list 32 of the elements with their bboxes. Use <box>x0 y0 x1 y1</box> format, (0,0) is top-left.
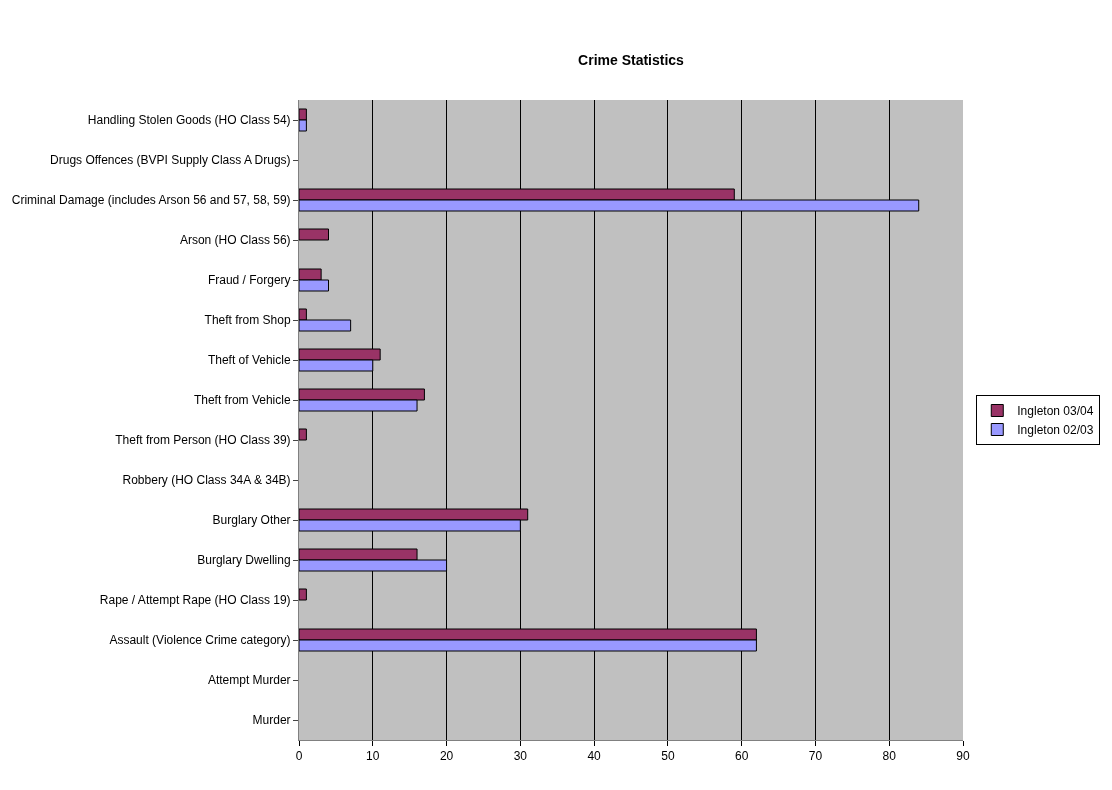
y-tick-label: Theft from Person (HO Class 39) <box>115 433 291 448</box>
y-tick-label: Robbery (HO Class 34A & 34B) <box>122 473 291 488</box>
chart-title: Crime Statistics <box>578 52 685 69</box>
x-tick-label: 30 <box>513 749 528 764</box>
bar <box>299 428 307 441</box>
x-tick-label: 60 <box>734 749 749 764</box>
x-tick-label: 40 <box>587 749 602 764</box>
bar <box>299 588 307 601</box>
x-tick-label: 0 <box>295 749 303 764</box>
y-tick-label: Theft of Vehicle <box>207 353 291 368</box>
y-tick-label: Criminal Damage (includes Arson 56 and 57, 58, 59) <box>11 193 291 208</box>
x-tick-label: 20 <box>439 749 454 764</box>
y-tick-label: Burglary Other <box>212 513 291 528</box>
y-tick-label: Theft from Shop <box>204 313 291 328</box>
y-tick-label: Handling Stolen Goods (HO Class 54) <box>87 113 291 128</box>
y-tick-label: Assault (Violence Crime category) <box>109 633 291 648</box>
x-tick-label: 70 <box>808 749 823 764</box>
y-tick-label: Rape / Attempt Rape (HO Class 19) <box>99 593 291 608</box>
bar <box>299 228 330 241</box>
x-tick-label: 50 <box>661 749 675 764</box>
y-tick-label: Theft from Vehicle <box>193 393 291 408</box>
y-tick-label: Fraud / Forgery <box>207 273 291 288</box>
legend-label: Ingleton 03/04 <box>1017 404 1094 419</box>
y-tick-label: Attempt Murder <box>207 673 291 688</box>
x-tick-label: 80 <box>882 749 897 764</box>
x-tick-label: 90 <box>956 749 970 764</box>
x-tick-label: 10 <box>366 749 380 764</box>
y-tick-label: Burglary Dwelling <box>197 553 291 568</box>
legend-label: Ingleton 02/03 <box>1017 423 1094 438</box>
y-tick-label: Arson (HO Class 56) <box>179 233 291 248</box>
y-tick-label: Murder <box>252 713 291 728</box>
y-tick-label: Drugs Offences (BVPI Supply Class A Drugs) <box>50 153 291 168</box>
